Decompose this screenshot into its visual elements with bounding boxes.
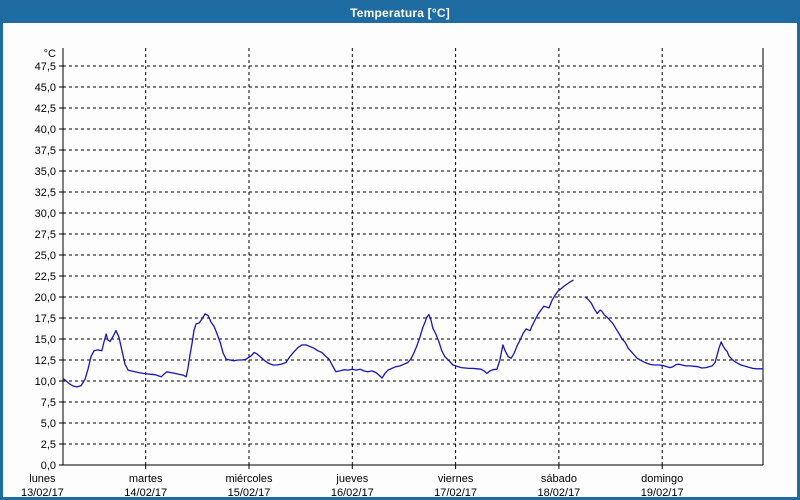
y-axis-tick-label: 0,0	[41, 460, 56, 472]
y-axis-tick-label: 37,5	[35, 145, 56, 157]
x-axis-day-label: viernes	[438, 473, 474, 485]
title-bar: Temperatura [°C]	[3, 3, 797, 23]
y-axis-tick-label: 27,5	[35, 229, 56, 241]
x-axis-day-label: martes	[129, 473, 163, 485]
temperature-chart: 0,0 2,5 5,0 7,5 10,0 12,5 15,0 17,5 20,0 22,5 25,0…	[21, 48, 764, 499]
y-axis-tick-label: 15,0	[35, 334, 56, 346]
x-axis-date-label: 13/02/17	[21, 487, 64, 499]
y-axis-tick-label: 42,5	[35, 103, 56, 115]
window-title: Temperatura [°C]	[350, 6, 450, 20]
y-axis-tick-label: 20,0	[35, 292, 56, 304]
y-axis-tick-label: 25,0	[35, 250, 56, 262]
y-axis-tick-label: 7,5	[41, 397, 56, 409]
x-axis-date-label: 19/02/17	[641, 487, 684, 499]
y-axis-tick-label: 12,5	[35, 355, 56, 367]
x-axis-day-label: miércoles	[225, 473, 273, 485]
y-axis-unit-label: °C	[44, 48, 56, 60]
temperature-series-line	[62, 279, 574, 388]
y-axis-tick-label: 45,0	[35, 82, 56, 94]
temperature-series-line	[584, 296, 764, 370]
y-axis-tick-label: 22,5	[35, 271, 56, 283]
x-axis-date-label: 18/02/17	[537, 487, 580, 499]
y-axis-tick-label: 30,0	[35, 208, 56, 220]
y-axis-tick-label: 35,0	[35, 166, 56, 178]
x-axis-day-label: domingo	[641, 473, 683, 485]
x-axis-date-label: 17/02/17	[434, 487, 477, 499]
x-axis-day-label: lunes	[29, 473, 56, 485]
y-axis-tick-label: 5,0	[41, 418, 56, 430]
y-axis-tick-label: 2,5	[41, 439, 56, 451]
x-axis-date-label: 15/02/17	[228, 487, 271, 499]
x-axis-day-label: sábado	[541, 473, 577, 485]
y-axis-tick-label: 10,0	[35, 376, 56, 388]
y-axis-tick-label: 47,5	[35, 61, 56, 73]
x-axis-day-label: jueves	[335, 473, 368, 485]
y-axis-tick-label: 32,5	[35, 187, 56, 199]
chart-area: 0,0 2,5 5,0 7,5 10,0 12,5 15,0 17,5 20,0 22,5 25,0…	[3, 23, 797, 497]
y-axis-tick-label: 40,0	[35, 124, 56, 136]
x-axis-date-label: 16/02/17	[331, 487, 374, 499]
x-axis-date-label: 14/02/17	[124, 487, 167, 499]
y-axis-tick-label: 17,5	[35, 313, 56, 325]
